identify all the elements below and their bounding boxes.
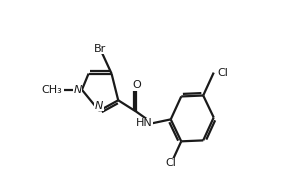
Text: CH₃: CH₃: [41, 85, 62, 95]
Text: Cl: Cl: [165, 158, 176, 168]
Text: HN: HN: [136, 118, 153, 128]
Text: Br: Br: [94, 44, 106, 54]
Text: N: N: [95, 101, 103, 111]
Text: N: N: [73, 85, 82, 95]
Text: O: O: [132, 80, 141, 90]
Text: Cl: Cl: [217, 68, 228, 78]
